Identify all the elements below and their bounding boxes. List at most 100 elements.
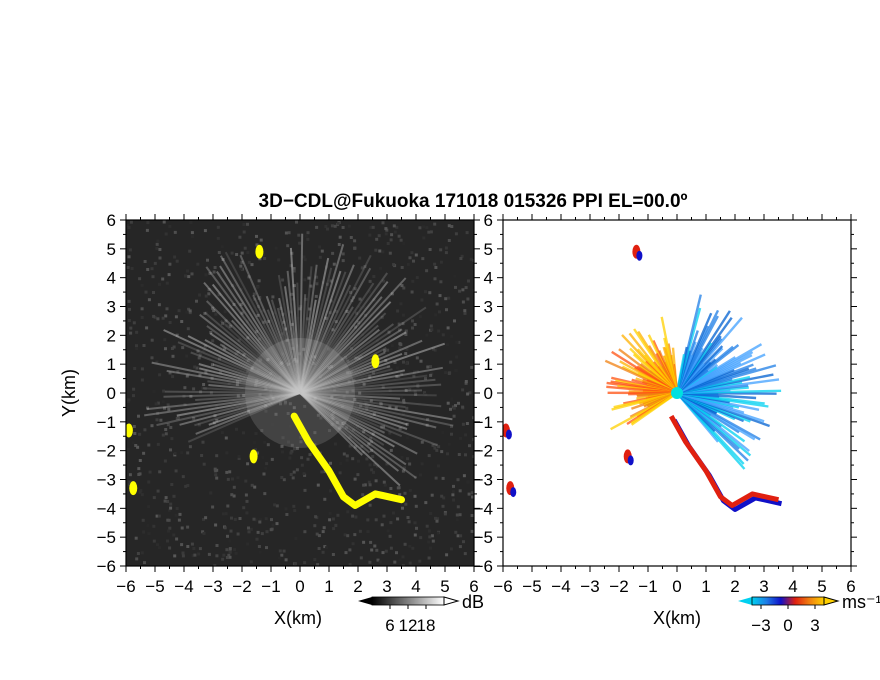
noise-speck [298,307,302,311]
noise-speck [431,539,435,543]
noise-speck [225,451,229,455]
noise-speck [208,271,212,275]
noise-speck [284,558,288,562]
noise-speck [361,450,365,454]
noise-speck [272,311,276,315]
y-tick-label: −1 [474,413,493,432]
noise-speck [240,311,244,315]
noise-speck [385,462,389,466]
y-tick-label: 5 [107,240,116,259]
noise-speck [225,548,229,552]
radar-beam [299,270,342,394]
noise-speck [331,328,335,332]
noise-speck [315,532,319,536]
noise-speck [165,281,169,285]
colorbar-tick-label: 0 [783,616,792,635]
radar-beam [286,270,301,394]
noise-speck [232,494,236,498]
radar-beam [299,264,318,394]
noise-speck [401,313,405,317]
noise-speck [302,298,306,302]
noise-speck [192,387,196,391]
noise-speck [376,464,379,468]
noise-speck [212,270,216,274]
noise-speck [258,520,262,524]
noise-speck [212,421,216,425]
noise-speck [201,386,205,390]
x-axis-label-left: X(km) [274,608,322,628]
noise-speck [306,231,310,235]
noise-speck [204,294,208,298]
noise-speck [358,529,362,533]
noise-speck [379,402,383,406]
noise-speck [128,248,132,252]
noise-speck [469,257,473,261]
noise-speck [398,427,402,431]
y-tick-label: 6 [107,211,116,230]
noise-speck [126,447,130,451]
noise-speck [454,285,457,289]
noise-speck [422,225,426,229]
noise-speck [302,347,306,351]
noise-speck [236,350,240,354]
radar-beam [284,286,301,394]
noise-speck [418,226,422,230]
noise-speck [317,534,321,538]
noise-speck [190,272,194,276]
radar-beam [289,247,301,394]
noise-speck [187,307,191,311]
colorbar-left-arrow [358,597,372,605]
noise-speck [404,352,408,356]
noise-speck [236,532,240,536]
noise-speck [255,379,259,383]
noise-speck [257,279,261,283]
noise-speck [171,354,175,358]
noise-speck [196,349,200,353]
noise-speck [257,353,261,357]
noise-speck [220,431,224,435]
noise-speck [315,225,319,229]
noise-speck [163,499,167,503]
noise-speck [276,341,280,345]
noise-speck [158,256,162,260]
noise-speck [441,476,445,480]
noise-speck [444,297,448,301]
noise-speck [127,226,131,229]
noise-speck [290,322,294,326]
noise-speck [461,300,465,304]
noise-speck [228,550,232,554]
noise-speck [221,344,225,348]
noise-speck [321,530,325,534]
noise-speck [279,402,282,406]
noise-speck [303,488,307,492]
noise-speck [202,531,206,535]
noise-speck [142,451,146,455]
radar-beam [252,294,301,394]
noise-speck [415,526,418,530]
noise-speck [434,516,437,520]
noise-speck [237,457,241,460]
noise-speck [280,361,284,365]
x-tick-label: 5 [440,577,449,596]
noise-speck [433,446,437,450]
noise-speck [207,552,211,556]
colorbar-tick-label: 12 [399,616,418,635]
noise-speck [134,444,138,447]
noise-speck [142,344,146,347]
noise-speck [328,311,332,315]
noise-speck [454,530,458,534]
noise-speck [347,380,351,384]
noise-speck [380,425,384,429]
radar-beam [299,351,386,394]
noise-speck [320,470,324,474]
noise-speck [374,248,378,252]
noise-speck [447,296,451,300]
noise-speck [228,539,232,543]
noise-speck [345,454,349,458]
noise-speck [171,375,175,379]
y-tick-label: 6 [484,211,493,230]
noise-speck [385,228,389,232]
noise-speck [434,443,438,447]
radar-beam [299,272,389,394]
noise-speck [345,390,349,394]
